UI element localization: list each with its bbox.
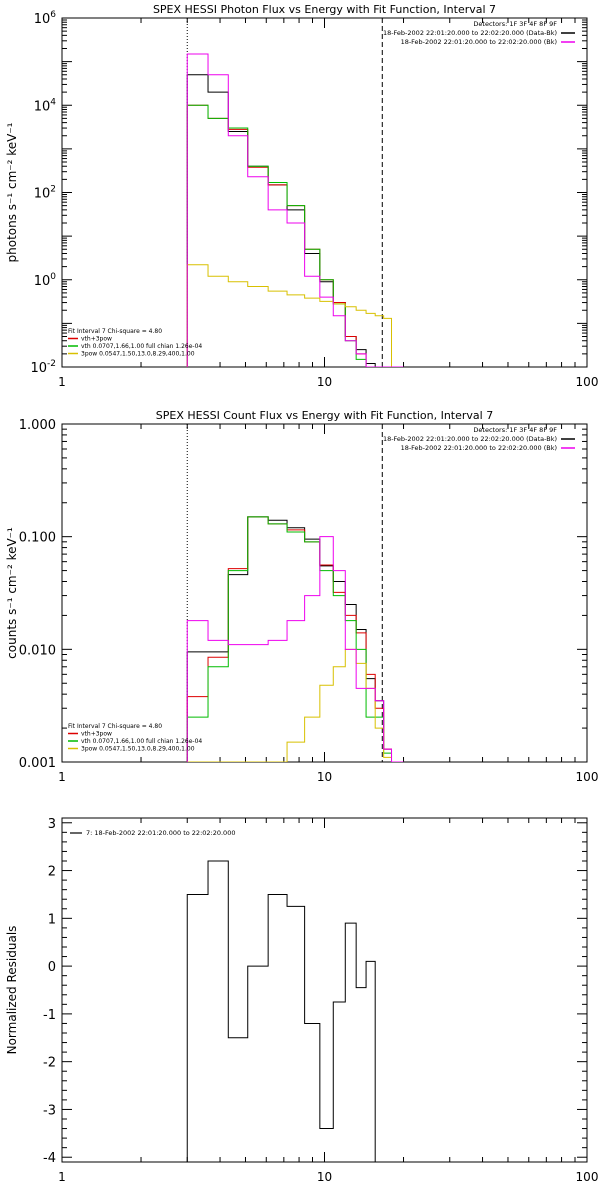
x-tick-label: 1 xyxy=(58,1170,66,1184)
fit-info-line: 3pow 0.0547,1.50,13.0,8.29,400,1.00 xyxy=(81,351,195,358)
series-line-vth xyxy=(186,104,404,367)
y-axis-label: counts s⁻¹ cm⁻² keV⁻¹ xyxy=(5,527,19,659)
y-tick-label: 0.100 xyxy=(19,531,56,546)
series-line-3pow xyxy=(187,648,404,762)
y-tick-label: 100 xyxy=(34,272,57,289)
x-tick-label: 100 xyxy=(576,1170,599,1184)
chart-panel-1: SPEX HESSI Photon Flux vs Energy with Fi… xyxy=(5,3,598,389)
x-tick-label: 100 xyxy=(576,770,599,784)
header-line: 18-Feb-2002 22:01:20.000 to 22:02:20.000… xyxy=(383,29,557,37)
chart-panel-2: SPEX HESSI Count Flux vs Energy with Fit… xyxy=(5,409,598,784)
y-tick-label: 10-2 xyxy=(30,359,56,376)
y-tick-label: 1 xyxy=(48,912,56,927)
header-line: 18-Feb-2002 22:01:20.000 to 22:02:20.000… xyxy=(401,38,557,46)
y-tick-label: 106 xyxy=(34,10,57,27)
y-tick-label: 104 xyxy=(34,97,57,114)
fit-info-line: Fit Interval 7 Chi-square = 4.80 xyxy=(68,328,162,335)
header-line: Detectors: 1F 3F 4F 8F 9F xyxy=(473,426,557,434)
y-tick-label: 0.010 xyxy=(19,643,56,658)
plot-frame xyxy=(61,423,588,763)
y-axis-label: Normalized Residuals xyxy=(5,926,19,1055)
series-line-vth xyxy=(186,516,404,762)
x-tick-label: 100 xyxy=(576,375,599,389)
x-tick-label: 10 xyxy=(317,1170,332,1184)
header-line: 18-Feb-2002 22:01:20.000 to 22:02:20.000… xyxy=(401,444,557,452)
fit-info-line: vth 0.0707,1.66,1.00 full chian 1.26e-04 xyxy=(81,738,202,745)
y-tick-label: -2 xyxy=(43,1056,56,1071)
header-line: Detectors: 1F 3F 4F 8F 9F xyxy=(473,20,557,28)
series-line-data-bk xyxy=(186,516,404,762)
series-line-bk xyxy=(186,536,404,762)
chart-title: SPEX HESSI Count Flux vs Energy with Fit… xyxy=(156,409,493,422)
plot-frame xyxy=(61,17,588,368)
y-tick-label: 3 xyxy=(48,817,56,832)
y-tick-label: -4 xyxy=(43,1151,56,1166)
fit-info-line: vth+3pow xyxy=(81,731,112,738)
series-line-bk xyxy=(186,53,404,367)
series-group xyxy=(186,860,384,1162)
fit-info-line: 3pow 0.0547,1.50,13.0,8.29,400,1.00 xyxy=(81,746,195,753)
y-tick-label: 2 xyxy=(48,865,56,880)
x-tick-label: 1 xyxy=(58,770,66,784)
y-tick-label: -3 xyxy=(43,1103,56,1118)
y-tick-label: 0.001 xyxy=(19,756,56,771)
fit-info-line: vth 0.0707,1.66,1.00 full chian 1.26e-04 xyxy=(81,343,202,350)
fit-info-line: Fit Interval 7 Chi-square = 4.80 xyxy=(68,723,162,730)
x-tick-label: 1 xyxy=(58,375,66,389)
chart-title: SPEX HESSI Photon Flux vs Energy with Fi… xyxy=(153,3,496,16)
series-group xyxy=(186,516,404,762)
y-tick-label: 102 xyxy=(34,185,56,202)
series-line-vth-3pow xyxy=(186,104,404,367)
x-tick-label: 10 xyxy=(317,375,332,389)
residual-step-line xyxy=(186,860,384,1162)
y-tick-label: 1.000 xyxy=(19,418,56,433)
y-tick-label: 0 xyxy=(48,960,56,975)
plot-frame xyxy=(61,817,588,1163)
series-line-vth-3pow xyxy=(186,516,404,762)
y-tick-label: -1 xyxy=(43,1008,56,1023)
x-tick-label: 10 xyxy=(317,770,332,784)
header-line: 18-Feb-2002 22:01:20.000 to 22:02:20.000… xyxy=(383,435,557,443)
series-line-3pow xyxy=(186,264,404,367)
series-group xyxy=(186,53,404,367)
y-axis-label: photons s⁻¹ cm⁻² keV⁻¹ xyxy=(5,122,19,262)
legend-label: 7: 18-Feb-2002 22:01:20.000 to 22:02:20.… xyxy=(86,829,235,837)
fit-info-line: vth+3pow xyxy=(81,336,112,343)
